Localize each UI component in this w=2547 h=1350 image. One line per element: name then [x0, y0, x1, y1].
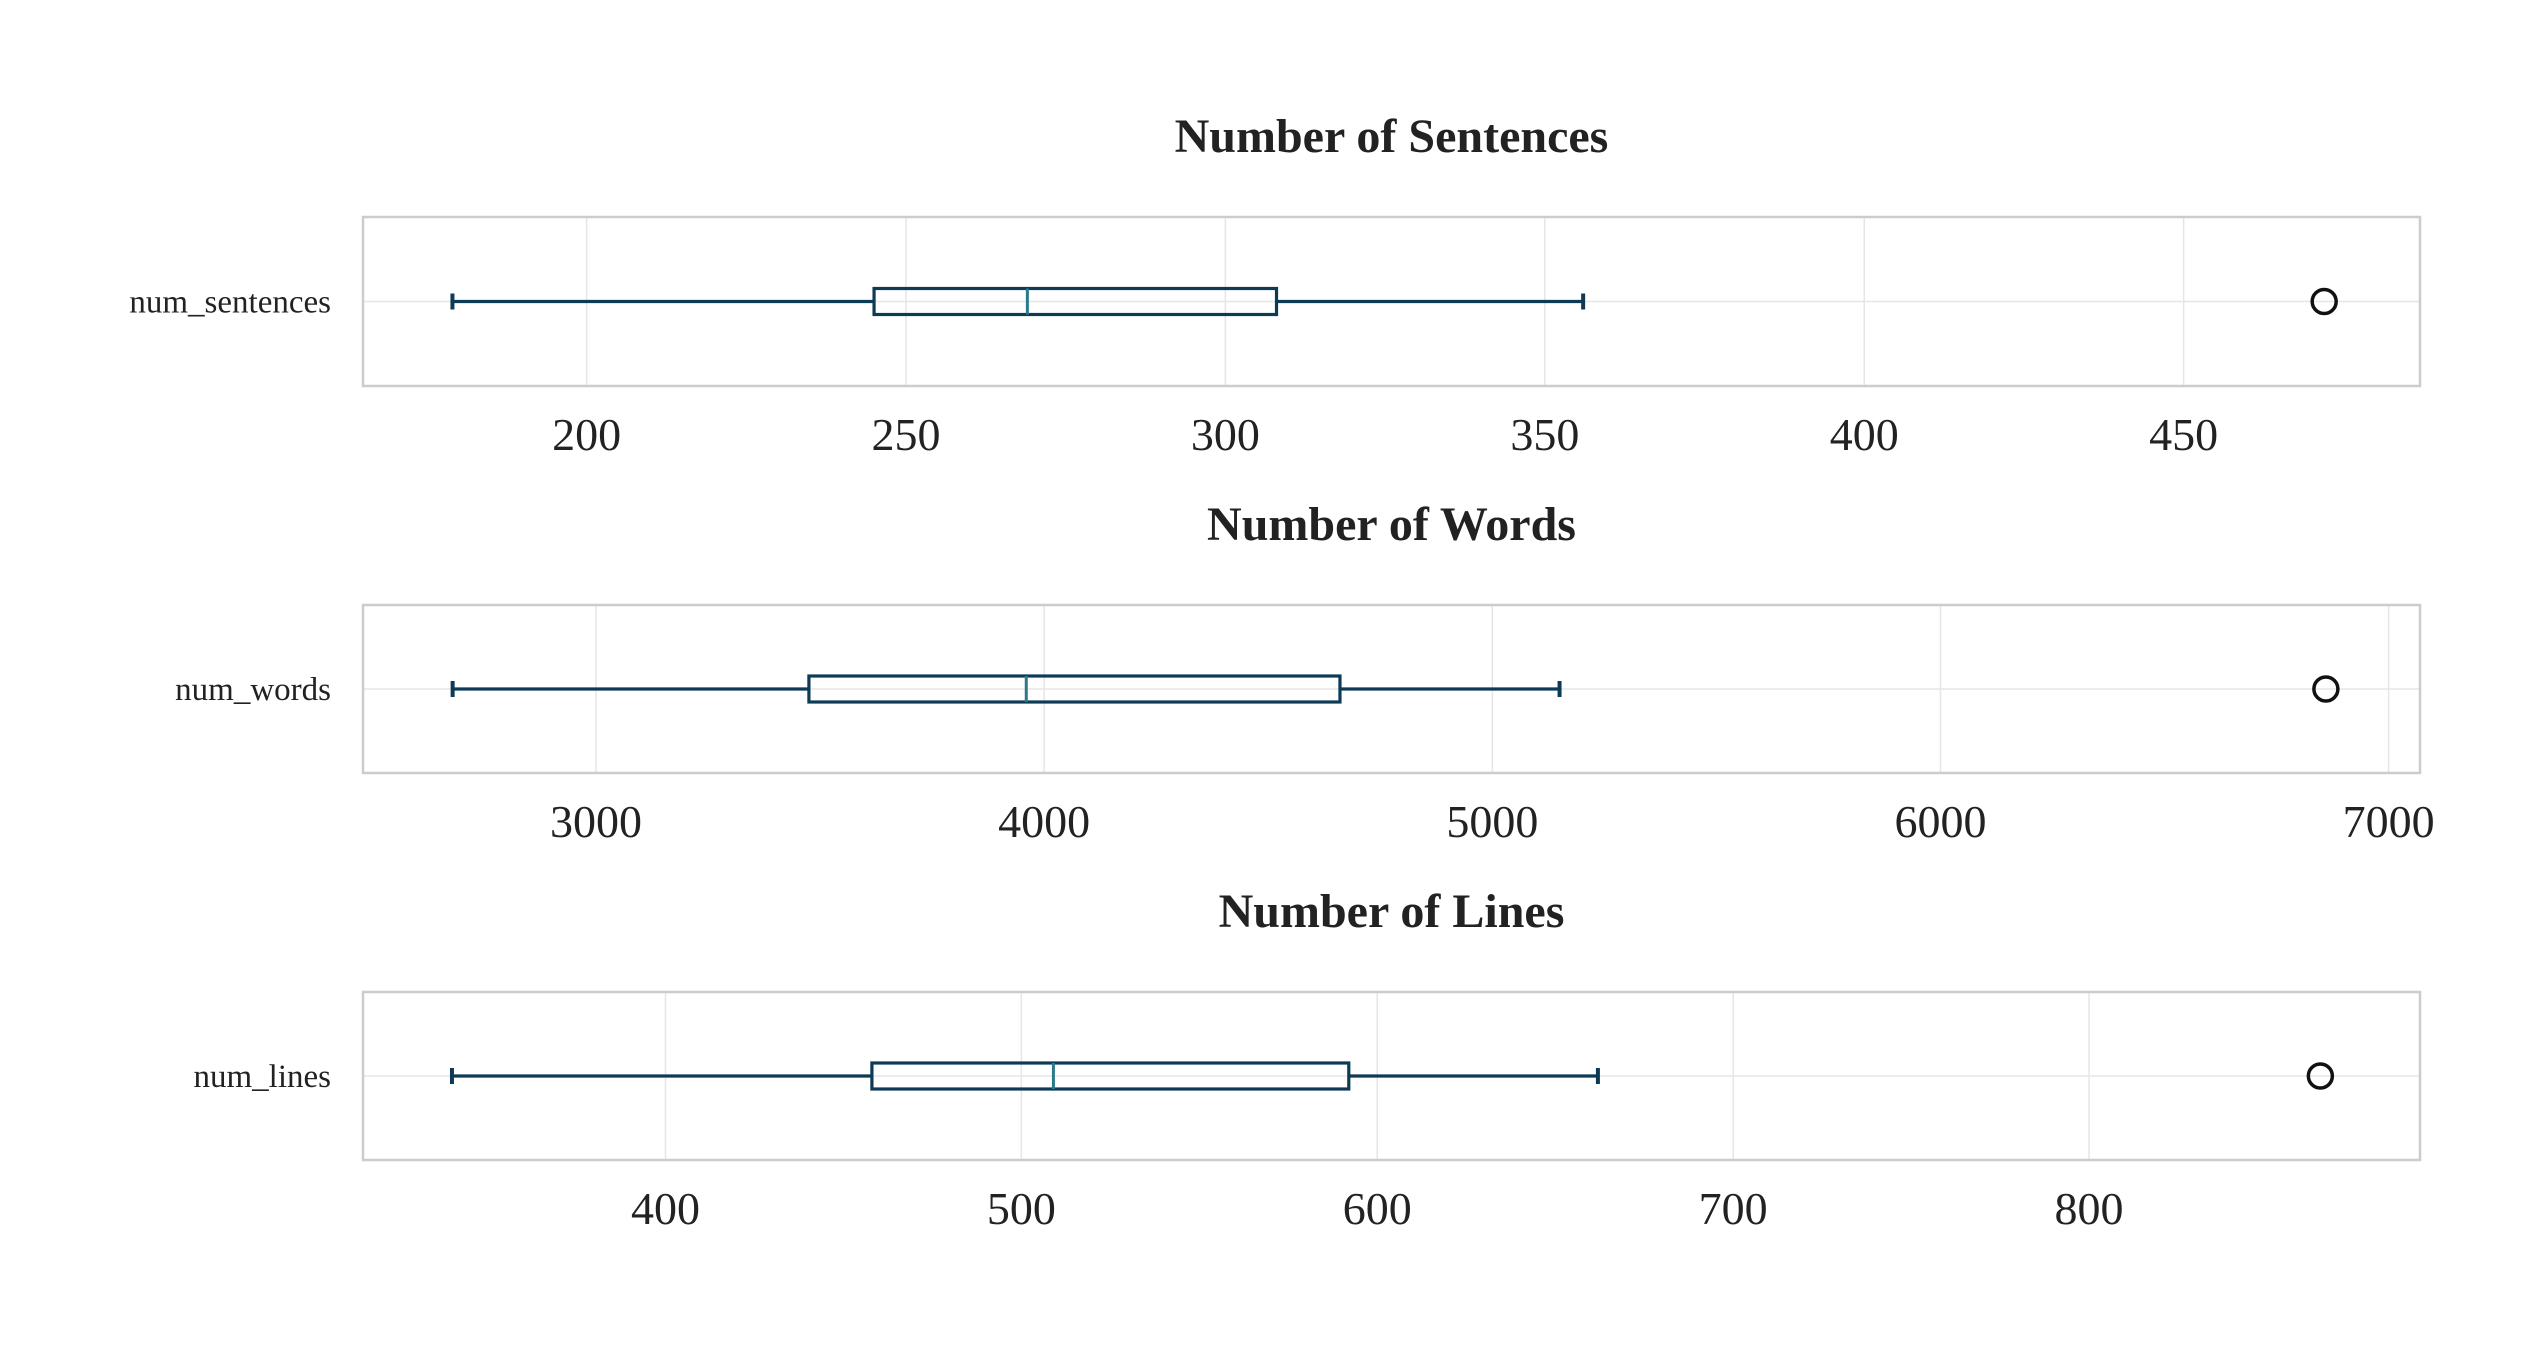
iqr-box	[870, 1061, 1351, 1091]
iqr-box	[872, 286, 1279, 317]
chart-title: Number of Sentences	[1175, 110, 1609, 163]
x-tick-label: 400	[631, 1183, 700, 1234]
x-tick-label: 3000	[550, 796, 642, 847]
chart-panel-1: Number of Sentences 200 250 300 350 400 450 num…	[129, 110, 2422, 460]
x-tick-label: 300	[1191, 409, 1260, 460]
x-tick-label: 4000	[998, 796, 1090, 847]
chart-title: Number of Words	[1207, 498, 1576, 551]
y-category-label: num_words	[175, 672, 331, 708]
x-tick-label: 400	[1830, 409, 1899, 460]
chart-panel-3: Number of Lines 400 500 600 700 800 num_lines	[194, 885, 2422, 1234]
plot-frame	[361, 990, 2422, 1162]
x-tick-label: 5000	[1446, 796, 1538, 847]
x-tick-label: 700	[1699, 1183, 1768, 1234]
plot-frame	[361, 603, 2422, 775]
x-tick-label: 7000	[2343, 796, 2435, 847]
chart-panel-2: Number of Words 3000 4000 5000 6000 7000 num_w…	[175, 498, 2434, 847]
y-category-label: num_lines	[194, 1059, 332, 1095]
chart-title: Number of Lines	[1219, 885, 1565, 938]
outlier-point	[2312, 675, 2340, 703]
x-tick-label: 250	[871, 409, 940, 460]
x-tick-label: 450	[2149, 409, 2218, 460]
outlier-point	[2306, 1062, 2335, 1090]
x-tick-label: 350	[1510, 409, 1579, 460]
x-tick-label: 600	[1343, 1183, 1412, 1234]
x-tick-label: 6000	[1894, 796, 1986, 847]
x-tick-label: 500	[987, 1183, 1056, 1234]
x-tick-label: 800	[2055, 1183, 2124, 1234]
plot-frame	[361, 215, 2422, 388]
y-category-label: num_sentences	[129, 285, 331, 321]
iqr-box	[807, 674, 1342, 704]
outlier-point	[2310, 287, 2338, 316]
x-tick-label: 200	[552, 409, 621, 460]
